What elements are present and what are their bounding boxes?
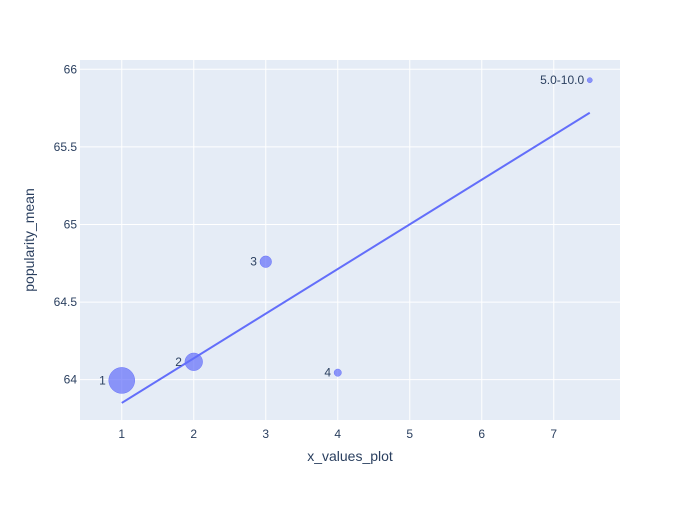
x-tick-label: 3 [262,427,269,441]
data-point [184,352,203,371]
trendline [121,111,591,404]
x-tick-label: 4 [334,427,341,441]
trendline-layer [121,111,591,404]
grid-layer [80,60,620,420]
x-tick-label: 7 [550,427,557,441]
y-axis-label: popularity_mean [21,188,37,292]
points-layer [108,77,593,394]
x-tick-label: 1 [118,427,125,441]
x-tick-label: 5 [406,427,413,441]
x-tick-label: 2 [190,427,197,441]
plot-area [80,60,620,420]
y-tick-label: 65 [64,217,78,231]
data-point-label: 5.0-10.0 [540,73,584,87]
y-tick-label: 65.5 [54,140,78,154]
data-point-label: 3 [250,255,257,269]
y-tick-label: 64 [64,373,78,387]
y-tick-label: 66 [64,62,78,76]
x-axis-label: x_values_plot [307,448,393,464]
x-tick-label: 6 [478,427,485,441]
data-point [586,77,593,84]
tick-labels-layer: 1 2 3 4 5 6 7 64 64.5 65 65.5 66 [54,62,558,441]
data-point [259,255,272,268]
y-tick-label: 64.5 [54,295,78,309]
data-point [108,367,136,394]
data-point-label: 4 [324,366,331,380]
data-point-label: 2 [175,355,182,369]
data-point-label: 1 [99,373,106,387]
point-labels-layer: 1 2 3 4 5.0-10.0 [99,73,584,387]
data-point [333,368,342,377]
